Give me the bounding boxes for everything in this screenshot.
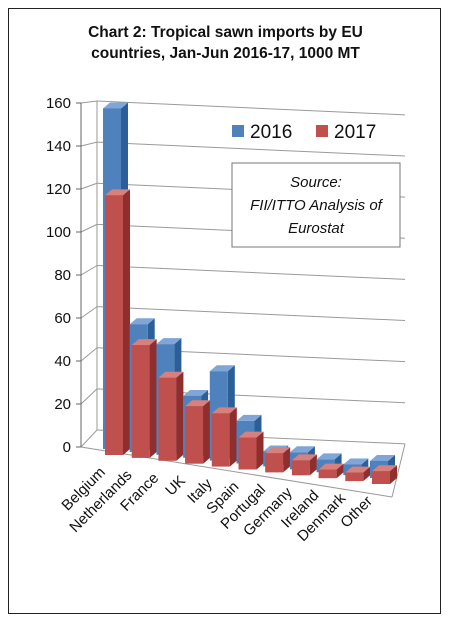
legend: 2016 2017 xyxy=(232,122,376,143)
side-gridline xyxy=(80,306,98,319)
side-gridline xyxy=(80,429,98,448)
gridlines xyxy=(80,100,406,498)
gridline xyxy=(96,100,406,116)
bar-2016-uk-top xyxy=(183,389,209,396)
y-tick-label: 140 xyxy=(46,138,71,155)
y-axis: 0 20 40 60 80 100 120 140 160 xyxy=(46,95,82,456)
y-tick-label: 40 xyxy=(54,353,71,370)
chart-title-line1: Chart 2: Tropical sawn imports by EU xyxy=(88,24,363,41)
bar-2017-germany-side xyxy=(309,454,317,476)
legend-swatch-2016 xyxy=(232,125,244,137)
side-gridline xyxy=(80,347,98,362)
bars xyxy=(103,102,397,484)
bar-2017-other-side xyxy=(390,465,397,484)
gridline xyxy=(96,265,406,280)
bar-2017-spain-top xyxy=(238,431,264,438)
gridline xyxy=(96,141,406,157)
bar-2017-denmark xyxy=(345,472,364,482)
bar-2017-portugal xyxy=(265,453,284,473)
bar-2017-portugal-side xyxy=(283,447,291,473)
bar-2017-other xyxy=(372,471,390,484)
source-annotation: Source: FII/ITTO Analysis of Eurostat xyxy=(231,162,401,248)
bar-2017-ireland xyxy=(318,469,337,479)
source-line2: FII/ITTO Analysis of xyxy=(250,197,384,214)
bar-2016-ireland-top xyxy=(316,453,342,460)
y-tick-label: 120 xyxy=(46,181,71,198)
bar-2017-belgium-side xyxy=(123,189,130,455)
bar-2017-netherlands xyxy=(131,345,150,458)
bar-2017-uk xyxy=(185,406,204,464)
side-gridline xyxy=(80,265,98,276)
bar-2016-belgium-top xyxy=(103,102,128,109)
bar-2017-italy-top xyxy=(211,407,237,414)
bar-2017-italy-side xyxy=(229,407,237,467)
bar-2017-italy xyxy=(211,413,230,467)
bar-2016-netherlands-top xyxy=(129,318,155,325)
y-tick-label: 80 xyxy=(54,267,71,284)
bar-2017-netherlands-side xyxy=(149,339,157,458)
bar-2016-denmark-top xyxy=(343,458,369,465)
bar-2017-belgium-top xyxy=(105,189,130,196)
chart-title: Chart 2: Tropical sawn imports by EU cou… xyxy=(0,22,451,64)
y-tick-label: 100 xyxy=(46,224,71,241)
bar-2017-uk-top xyxy=(185,400,211,407)
bar-2017-spain-side xyxy=(256,431,264,470)
legend-label-2017: 2017 xyxy=(334,122,376,143)
bar-2016-germany-top xyxy=(289,446,315,453)
bar-2016-other-top xyxy=(370,454,395,461)
bar-2016-france-top xyxy=(156,338,182,345)
bar-2016-spain-top xyxy=(236,414,262,421)
side-gridline xyxy=(80,223,98,233)
bar-2017-spain xyxy=(238,437,257,470)
legend-label-2016: 2016 xyxy=(250,122,292,143)
bar-2017-denmark-top xyxy=(345,466,371,473)
bar-2017-portugal-top xyxy=(265,447,291,454)
bar-2017-ireland-top xyxy=(318,463,344,470)
y-tick-label: 60 xyxy=(54,310,71,327)
chart-frame xyxy=(8,8,441,614)
bar-2017-other-top xyxy=(372,465,397,472)
bar-2017-denmark-side xyxy=(363,466,371,482)
bar-2017-france-side xyxy=(176,371,184,461)
bar-2016-italy-top xyxy=(209,365,235,372)
bar-2017-france-top xyxy=(158,371,184,378)
bar-2017-ireland-side xyxy=(336,463,344,479)
bar-2017-belgium xyxy=(105,195,123,455)
bar-2017-france xyxy=(158,377,177,461)
side-gridline xyxy=(80,388,98,405)
bar-2017-netherlands-top xyxy=(131,339,157,346)
y-tick-label: 0 xyxy=(63,439,71,456)
side-gridline xyxy=(80,141,98,147)
floor-right-edge xyxy=(391,443,406,498)
side-gridline xyxy=(80,182,98,190)
source-line3: Eurostat xyxy=(288,220,345,237)
bar-2017-germany xyxy=(291,460,310,476)
gridline xyxy=(96,306,406,321)
chart-title-line2: countries, Jan-Jun 2016-17, 1000 MT xyxy=(91,45,360,62)
side-gridline xyxy=(80,100,98,104)
bar-2017-germany-top xyxy=(291,454,317,461)
bar-2017-uk-side xyxy=(203,400,211,464)
y-tick-label: 20 xyxy=(54,396,71,413)
source-line1: Source: xyxy=(290,174,342,191)
source-box-border xyxy=(231,162,401,248)
legend-swatch-2017 xyxy=(316,125,328,137)
y-tick-label: 160 xyxy=(46,95,71,112)
